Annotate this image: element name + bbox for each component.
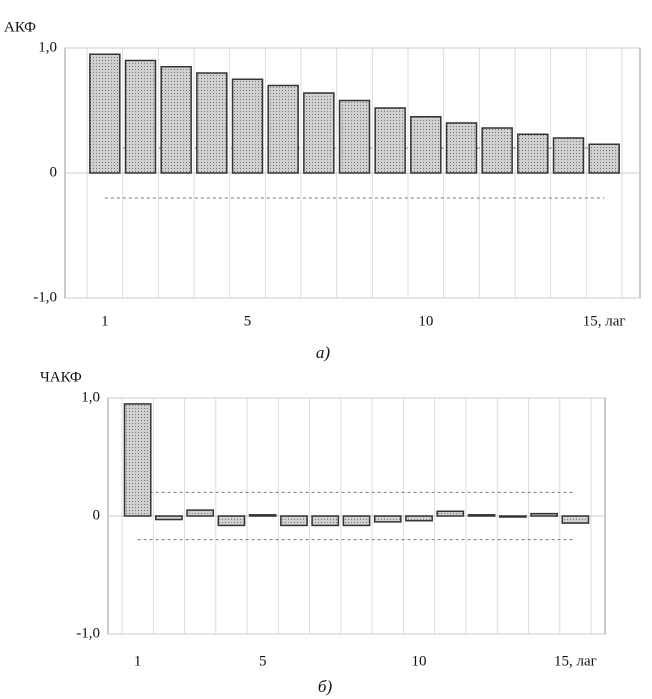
bar bbox=[588, 143, 620, 174]
bar bbox=[160, 66, 192, 174]
y-tick-label: 0 bbox=[50, 164, 58, 180]
bar bbox=[467, 514, 496, 517]
y-tick-label: -1,0 bbox=[76, 625, 100, 641]
bar bbox=[342, 515, 371, 527]
bar bbox=[155, 515, 183, 521]
y-tick-label: -1,0 bbox=[33, 289, 57, 305]
bar bbox=[89, 53, 121, 174]
y-axis-label: АКФ bbox=[4, 19, 36, 35]
bar bbox=[311, 515, 340, 527]
y-axis-label: ЧАКФ bbox=[40, 369, 82, 385]
x-tick-label: 15, лаг bbox=[554, 653, 597, 669]
bar bbox=[374, 107, 406, 174]
caption: б) bbox=[318, 677, 333, 696]
bar bbox=[217, 515, 246, 527]
x-tick-label: 1 bbox=[101, 313, 109, 329]
bar bbox=[410, 116, 442, 174]
bar bbox=[231, 78, 264, 174]
bar bbox=[445, 122, 478, 174]
bar bbox=[124, 59, 157, 174]
x-tick-label: 10 bbox=[412, 653, 427, 669]
bar bbox=[373, 515, 402, 523]
bar bbox=[561, 515, 590, 524]
x-tick-label: 10 bbox=[418, 313, 433, 329]
bar bbox=[186, 509, 215, 517]
bar bbox=[196, 72, 228, 174]
x-tick-label: 5 bbox=[244, 313, 252, 329]
x-tick-label: 1 bbox=[134, 653, 142, 669]
bar bbox=[405, 515, 433, 522]
bar bbox=[123, 403, 152, 517]
bar bbox=[280, 515, 308, 527]
x-tick-label: 5 bbox=[259, 653, 267, 669]
y-tick-label: 0 bbox=[93, 507, 101, 523]
x-tick-label: 15, лаг bbox=[583, 313, 626, 329]
bar bbox=[517, 133, 549, 174]
bar bbox=[267, 84, 299, 174]
bar bbox=[303, 92, 335, 174]
y-tick-label: 1,0 bbox=[81, 389, 100, 405]
bar bbox=[552, 137, 585, 174]
bar bbox=[436, 510, 465, 517]
caption: а) bbox=[316, 343, 331, 362]
bar bbox=[498, 515, 527, 518]
bar bbox=[530, 512, 558, 517]
bar bbox=[248, 514, 277, 517]
bar bbox=[338, 99, 371, 174]
y-tick-label: 1,0 bbox=[38, 39, 57, 55]
bar bbox=[481, 127, 513, 174]
